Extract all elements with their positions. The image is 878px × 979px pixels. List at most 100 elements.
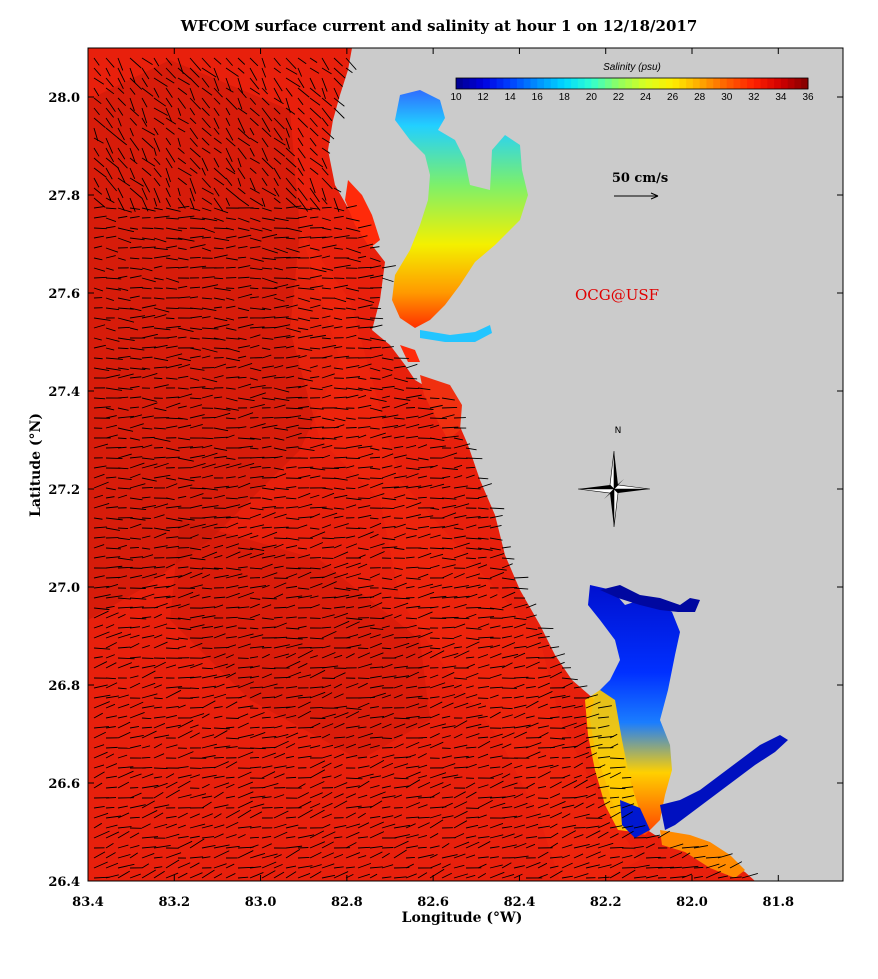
current-vector xyxy=(273,823,287,829)
current-vector xyxy=(465,447,477,451)
current-vector xyxy=(105,307,120,311)
current-vector xyxy=(285,67,298,75)
current-vector xyxy=(417,515,434,519)
current-vector xyxy=(201,551,218,559)
current-vector xyxy=(165,425,178,429)
current-vector xyxy=(381,507,395,509)
current-vector xyxy=(285,87,293,97)
current-vector xyxy=(621,795,635,799)
current-vector xyxy=(93,465,107,469)
current-vector xyxy=(609,766,626,769)
current-vector xyxy=(141,277,156,283)
current-vector xyxy=(129,357,142,360)
current-vector xyxy=(153,595,171,599)
current-vector xyxy=(489,553,505,559)
colorbar-tick-label: 10 xyxy=(450,92,462,103)
current-vector xyxy=(225,227,235,231)
current-vector xyxy=(477,841,491,849)
current-vector xyxy=(273,256,291,259)
current-vector xyxy=(93,661,108,669)
current-vector xyxy=(273,871,285,879)
current-vector xyxy=(129,497,143,501)
current-vector xyxy=(117,355,131,359)
current-vector xyxy=(453,873,469,879)
current-vector xyxy=(249,334,261,339)
current-vector xyxy=(105,763,118,769)
current-vector xyxy=(285,284,300,289)
current-vector xyxy=(273,387,290,393)
current-vector xyxy=(309,437,325,440)
colorbar-segment xyxy=(462,78,471,89)
current-vector xyxy=(477,654,489,659)
current-vector xyxy=(549,695,566,699)
current-vector xyxy=(117,275,128,279)
current-vector xyxy=(381,265,396,269)
current-vector xyxy=(417,854,434,859)
current-vector xyxy=(117,287,129,291)
current-vector xyxy=(141,463,158,469)
current-vector xyxy=(189,534,199,539)
current-vector xyxy=(465,702,482,709)
current-vector xyxy=(153,215,170,219)
current-vector xyxy=(177,364,191,369)
current-vector xyxy=(201,523,218,529)
current-vector xyxy=(285,486,297,489)
current-vector xyxy=(237,57,246,65)
current-vector xyxy=(453,443,471,449)
current-vector xyxy=(549,856,563,859)
peace-river-upper xyxy=(600,585,700,612)
current-vector xyxy=(225,616,238,619)
current-vector xyxy=(225,663,235,669)
current-vector xyxy=(345,707,362,710)
current-vector xyxy=(297,117,309,128)
current-vector xyxy=(273,324,291,329)
current-vector xyxy=(309,324,322,329)
current-vector xyxy=(105,715,117,719)
current-vector xyxy=(309,177,316,194)
current-vector xyxy=(141,504,156,509)
current-vector xyxy=(369,816,381,819)
current-vector xyxy=(321,487,333,490)
current-vector xyxy=(213,693,227,699)
current-vector xyxy=(489,686,503,689)
x-tick-label: 82.8 xyxy=(331,895,363,910)
current-vector xyxy=(429,464,438,469)
current-vector xyxy=(129,725,140,729)
current-vector xyxy=(321,315,331,319)
current-vector xyxy=(189,476,202,479)
current-vector xyxy=(165,227,183,232)
current-vector xyxy=(261,365,274,369)
current-vector xyxy=(381,694,392,699)
current-vector xyxy=(153,147,157,156)
current-vector xyxy=(465,723,482,729)
current-vector xyxy=(213,177,225,186)
current-vector xyxy=(201,694,215,699)
current-vector xyxy=(609,772,622,779)
current-vector xyxy=(225,834,237,839)
current-vector xyxy=(333,355,350,359)
current-vector xyxy=(393,777,409,780)
current-vector xyxy=(165,781,178,789)
current-vector xyxy=(129,445,144,449)
current-vector xyxy=(345,444,363,449)
current-vector xyxy=(333,764,343,769)
current-vector xyxy=(321,665,339,669)
current-vector xyxy=(105,67,111,77)
current-vector xyxy=(309,567,321,570)
current-vector xyxy=(105,874,119,879)
current-vector xyxy=(345,497,362,501)
current-vector xyxy=(141,177,151,193)
current-vector xyxy=(297,595,313,599)
colorbar-segment xyxy=(604,78,613,89)
current-vector xyxy=(321,692,333,699)
current-vector xyxy=(369,482,384,489)
current-vector xyxy=(165,526,182,529)
colorbar-segment xyxy=(659,78,667,89)
current-vector xyxy=(249,57,259,67)
current-vector xyxy=(165,545,180,549)
current-vector xyxy=(141,444,153,449)
current-vector xyxy=(585,803,595,809)
current-vector xyxy=(321,87,326,100)
map-title: WFCOM surface current and salinity at ho… xyxy=(180,17,698,35)
current-vector xyxy=(441,547,454,550)
